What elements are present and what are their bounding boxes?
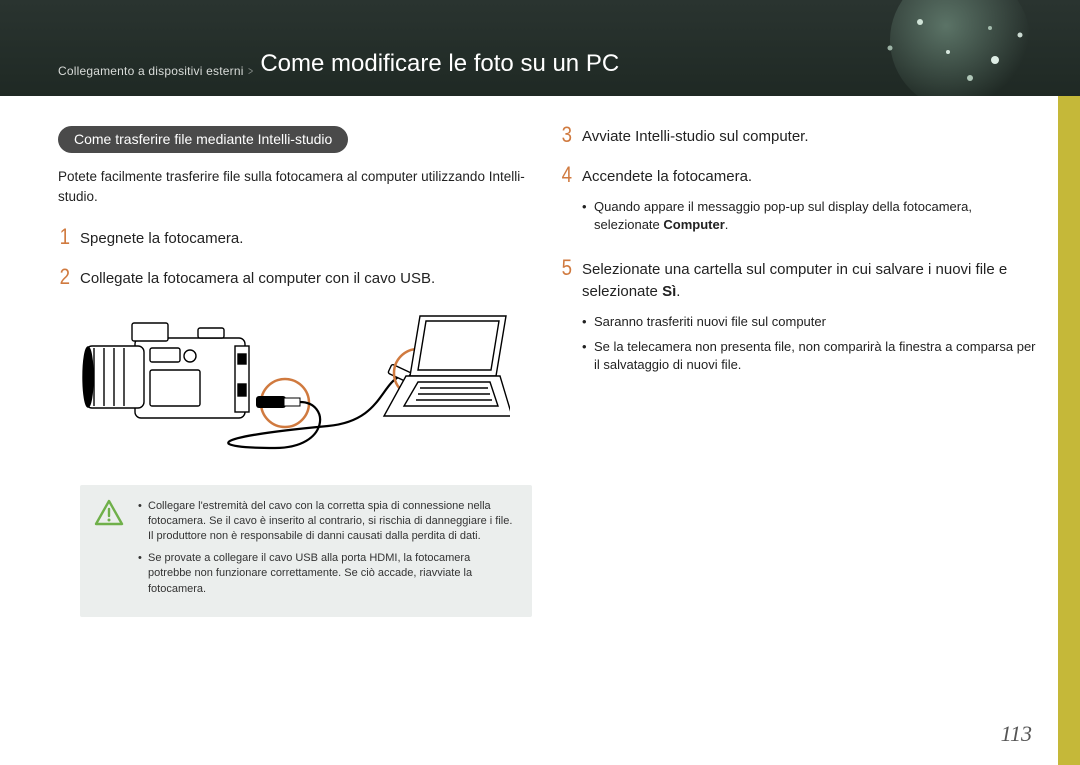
step-text: Spegnete la fotocamera. bbox=[80, 228, 243, 250]
step-number: 5 bbox=[562, 257, 581, 279]
step-text: Accendete la fotocamera. Quando appare i… bbox=[582, 166, 1040, 241]
step-text: Avviate Intelli-studio sul computer. bbox=[582, 126, 809, 148]
warning-note-box: Collegare l'estremità del cavo con la co… bbox=[80, 485, 532, 617]
breadcrumb-text: Collegamento a dispositivi esterni bbox=[58, 64, 244, 78]
chevron-right-icon: > bbox=[248, 64, 253, 78]
steps-left: 1 Spegnete la fotocamera. 2 Collegate la… bbox=[58, 228, 538, 290]
warning-item: Collegare l'estremità del cavo con la co… bbox=[138, 499, 516, 545]
intro-text: Potete facilmente trasferire file sulla … bbox=[58, 167, 538, 206]
substep: Saranno trasferiti nuovi file sul comput… bbox=[582, 313, 1040, 332]
page-header: Collegamento a dispositivi esterni > Com… bbox=[0, 0, 1080, 96]
section-heading-pill: Come trasferire file mediante Intelli-st… bbox=[58, 126, 348, 153]
step-4: 4 Accendete la fotocamera. Quando appare… bbox=[560, 166, 1040, 241]
content-area: Come trasferire file mediante Intelli-st… bbox=[0, 96, 1080, 617]
right-accent-strip bbox=[1058, 0, 1080, 765]
substeps: Saranno trasferiti nuovi file sul comput… bbox=[582, 313, 1040, 376]
right-column: 3 Avviate Intelli-studio sul computer. 4… bbox=[560, 126, 1040, 617]
step-text-main: Accendete la fotocamera. bbox=[582, 168, 752, 185]
step-number: 1 bbox=[60, 226, 79, 248]
step-text: Selezionate una cartella sul computer in… bbox=[582, 259, 1040, 381]
steps-right: 3 Avviate Intelli-studio sul computer. 4… bbox=[560, 126, 1040, 381]
page-title: Come modificare le foto su un PC bbox=[260, 50, 619, 78]
step-text: Collegate la fotocamera al computer con … bbox=[80, 268, 435, 290]
breadcrumb: Collegamento a dispositivi esterni > bbox=[58, 64, 254, 78]
usb-connection-figure bbox=[80, 308, 538, 463]
step-number: 3 bbox=[562, 124, 581, 146]
step-1: 1 Spegnete la fotocamera. bbox=[58, 228, 538, 250]
substep: Se la telecamera non presenta file, non … bbox=[582, 338, 1040, 376]
warning-list: Collegare l'estremità del cavo con la co… bbox=[138, 499, 516, 597]
step-5: 5 Selezionate una cartella sul computer … bbox=[560, 259, 1040, 381]
warning-icon bbox=[94, 499, 124, 527]
left-column: Come trasferire file mediante Intelli-st… bbox=[58, 126, 538, 617]
warning-item: Se provate a collegare il cavo USB alla … bbox=[138, 551, 516, 597]
step-2: 2 Collegate la fotocamera al computer co… bbox=[58, 268, 538, 290]
step-number: 2 bbox=[60, 266, 79, 288]
header-decorative-overlay bbox=[820, 0, 1080, 96]
step-3: 3 Avviate Intelli-studio sul computer. bbox=[560, 126, 1040, 148]
page-number: 113 bbox=[1001, 721, 1032, 747]
substep: Quando appare il messaggio pop-up sul di… bbox=[582, 198, 1040, 236]
step-number: 4 bbox=[562, 164, 581, 186]
substeps: Quando appare il messaggio pop-up sul di… bbox=[582, 198, 1040, 236]
